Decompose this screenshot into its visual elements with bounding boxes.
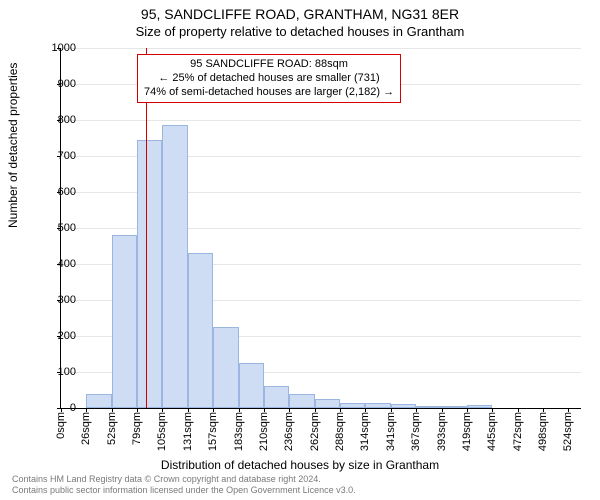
histogram-bar	[213, 327, 238, 408]
ytick-label: 200	[40, 330, 76, 342]
ytick-label: 800	[40, 114, 76, 126]
histogram-bar	[188, 253, 213, 408]
annotation-line-2: ← 25% of detached houses are smaller (73…	[144, 72, 394, 86]
x-axis-label: Distribution of detached houses by size …	[0, 458, 600, 472]
chart-container: 95, SANDCLIFFE ROAD, GRANTHAM, NG31 8ER …	[0, 0, 600, 500]
xtick-label: 157sqm	[207, 408, 219, 451]
caption: Contains HM Land Registry data © Crown c…	[12, 474, 356, 496]
annotation-line-1: 95 SANDCLIFFE ROAD: 88sqm	[144, 58, 394, 72]
grid-line	[61, 120, 581, 121]
xtick-label: 105sqm	[156, 408, 168, 451]
xtick-label: 79sqm	[131, 408, 143, 445]
ytick-label: 300	[40, 294, 76, 306]
xtick-label: 498sqm	[537, 408, 549, 451]
xtick-label: 236sqm	[283, 408, 295, 451]
histogram-bar	[239, 363, 264, 408]
chart-title-sub: Size of property relative to detached ho…	[0, 22, 600, 39]
xtick-label: 288sqm	[334, 408, 346, 451]
xtick-label: 52sqm	[106, 408, 118, 445]
histogram-bar	[86, 394, 111, 408]
xtick-label: 445sqm	[486, 408, 498, 451]
ytick-label: 500	[40, 222, 76, 234]
ytick-label: 700	[40, 150, 76, 162]
xtick-label: 524sqm	[562, 408, 574, 451]
xtick-label: 131sqm	[182, 408, 194, 451]
annotation-box: 95 SANDCLIFFE ROAD: 88sqm← 25% of detach…	[137, 54, 401, 103]
ytick-label: 100	[40, 366, 76, 378]
plot-area: 0sqm26sqm52sqm79sqm105sqm131sqm157sqm183…	[60, 48, 581, 409]
xtick-label: 419sqm	[461, 408, 473, 451]
xtick-label: 393sqm	[436, 408, 448, 451]
grid-line	[61, 48, 581, 49]
y-axis-label: Number of detached properties	[6, 63, 20, 228]
xtick-label: 26sqm	[80, 408, 92, 445]
chart-title-main: 95, SANDCLIFFE ROAD, GRANTHAM, NG31 8ER	[0, 0, 600, 22]
annotation-line-3: 74% of semi-detached houses are larger (…	[144, 86, 394, 100]
ytick-label: 1000	[40, 42, 76, 54]
xtick-label: 314sqm	[359, 408, 371, 451]
xtick-label: 472sqm	[512, 408, 524, 451]
xtick-label: 210sqm	[258, 408, 270, 451]
caption-line1: Contains HM Land Registry data © Crown c…	[12, 474, 356, 485]
caption-line2: Contains public sector information licen…	[12, 485, 356, 496]
xtick-label: 262sqm	[309, 408, 321, 451]
ytick-label: 400	[40, 258, 76, 270]
histogram-bar	[112, 235, 137, 408]
histogram-bar	[264, 386, 289, 408]
xtick-label: 341sqm	[385, 408, 397, 451]
ytick-label: 0	[40, 402, 76, 414]
xtick-label: 367sqm	[410, 408, 422, 451]
ytick-label: 600	[40, 186, 76, 198]
xtick-label: 183sqm	[233, 408, 245, 451]
histogram-bar	[137, 140, 162, 408]
ytick-label: 900	[40, 78, 76, 90]
histogram-bar	[162, 125, 187, 408]
histogram-bar	[315, 399, 340, 408]
histogram-bar	[289, 394, 314, 408]
